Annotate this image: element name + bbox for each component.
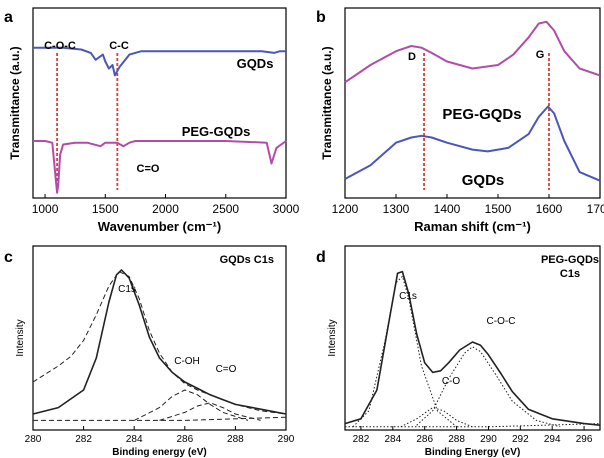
x-tick-label: 296 bbox=[576, 434, 593, 445]
x-tick-label: 3000 bbox=[273, 202, 300, 216]
annotation-d: D bbox=[408, 51, 416, 63]
panels-layer: a 1000 1500 2000 2500 3000 Wavenumber (cm⁻¹) Tr… bbox=[4, 7, 604, 458]
series-label-peg-gqds-b: PEG-GQDs bbox=[442, 106, 521, 123]
plot-frame bbox=[344, 245, 601, 431]
y-axis-label: Transmittance (a.u.) bbox=[8, 46, 22, 159]
series-line-fit-envelope bbox=[32, 271, 287, 415]
x-tick-label: 280 bbox=[25, 434, 42, 445]
x-tick-label: 1000 bbox=[32, 202, 59, 216]
x-tick-label: 290 bbox=[278, 434, 295, 445]
x-tick-label: 1700 bbox=[587, 202, 604, 216]
series-line-peg-gqds bbox=[344, 20, 601, 84]
annotation-c-o: C-O bbox=[442, 376, 461, 387]
x-tick-label: 1400 bbox=[434, 202, 461, 216]
panel-letter-b: b bbox=[316, 9, 326, 26]
panel-letter-a: a bbox=[4, 9, 13, 26]
annotation-c-c: C-C bbox=[109, 40, 129, 52]
x-tick-label: 292 bbox=[512, 434, 529, 445]
x-tick-label: 288 bbox=[448, 434, 465, 445]
panel-letter-d: d bbox=[316, 249, 326, 266]
annotation-c-eq-o-c: C=O bbox=[216, 364, 237, 375]
x-axis-label: Binding energy (eV) bbox=[112, 447, 206, 458]
x-tick-label: 294 bbox=[544, 434, 561, 445]
series-line-c-o bbox=[159, 402, 261, 421]
x-axis-label: Raman shift (cm⁻¹) bbox=[414, 219, 531, 234]
x-tick-label: 1500 bbox=[92, 202, 119, 216]
y-axis-label: Transmittance (a.u.) bbox=[320, 46, 334, 159]
chart-title: GQDs C1s bbox=[220, 254, 274, 266]
series-line-c-o-c bbox=[416, 346, 561, 428]
annotation-c1s-d: C1s bbox=[399, 291, 417, 302]
series-label-gqds-a: GQDs bbox=[237, 56, 274, 71]
panel-c: c 280 282 284 286 288 290 Binding energy (eV) In… bbox=[4, 245, 295, 458]
x-tick-label: 2500 bbox=[212, 202, 239, 216]
series-line-c1s-component bbox=[352, 275, 457, 428]
plot-frame bbox=[344, 7, 601, 199]
panel-a: a 1000 1500 2000 2500 3000 Wavenumber (cm⁻¹) Tr… bbox=[4, 7, 300, 234]
x-axis-label: Binding Energy (eV) bbox=[425, 447, 521, 458]
x-tick-label: 1200 bbox=[332, 202, 359, 216]
x-tick-label: 288 bbox=[227, 434, 244, 445]
y-axis-label: Intensity bbox=[327, 319, 338, 356]
series-line-baseline bbox=[33, 416, 287, 421]
annotation-c1s-c: C1s bbox=[118, 284, 136, 295]
x-tick-label: 1600 bbox=[536, 202, 563, 216]
annotation-g: G bbox=[536, 49, 545, 61]
series-label-gqds-b: GQDs bbox=[462, 172, 505, 189]
series-line-gqds bbox=[344, 105, 601, 182]
x-tick-label: 282 bbox=[75, 434, 92, 445]
annotation-c-oh: C-OH bbox=[174, 356, 200, 367]
series-label-peg-gqds-a: PEG-GQDs bbox=[182, 124, 251, 139]
annotation-c-o-c: C-O-C bbox=[44, 40, 76, 52]
annotation-c-eq-o: C=O bbox=[137, 163, 160, 175]
panel-b: b 1200 1300 1400 1500 1600 1700 Raman shift (cm… bbox=[316, 7, 604, 234]
x-tick-label: 1500 bbox=[485, 202, 512, 216]
series-line-baseline bbox=[345, 423, 601, 428]
series-line-c-o bbox=[400, 407, 473, 428]
x-tick-label: 2000 bbox=[152, 202, 179, 216]
x-tick-label: 284 bbox=[384, 434, 401, 445]
panel-letter-c: c bbox=[4, 249, 13, 266]
x-tick-label: 1300 bbox=[383, 202, 410, 216]
plot-frame bbox=[32, 245, 287, 431]
series-line-measured bbox=[32, 269, 287, 415]
x-axis-label: Wavenumber (cm⁻¹) bbox=[98, 219, 221, 234]
x-tick-label: 282 bbox=[353, 434, 370, 445]
chart-title-line1: PEG-GQDs bbox=[541, 254, 599, 266]
annotation-c-o-c-d: C-O-C bbox=[487, 316, 516, 327]
x-tick-label: 290 bbox=[480, 434, 497, 445]
plot-frame bbox=[32, 7, 287, 199]
x-tick-label: 284 bbox=[126, 434, 143, 445]
y-axis-label: Intensity bbox=[15, 319, 26, 356]
series-line-peg-gqds bbox=[33, 140, 287, 194]
series-line-c-oh bbox=[133, 389, 249, 421]
x-tick-label: 286 bbox=[416, 434, 433, 445]
series-line-gqds bbox=[33, 46, 286, 77]
x-tick-label: 286 bbox=[176, 434, 193, 445]
chart-title-line2: C1s bbox=[560, 268, 580, 280]
panel-d: d 282 284 286 288 290 292 294 296 Binding Energy … bbox=[316, 245, 601, 458]
